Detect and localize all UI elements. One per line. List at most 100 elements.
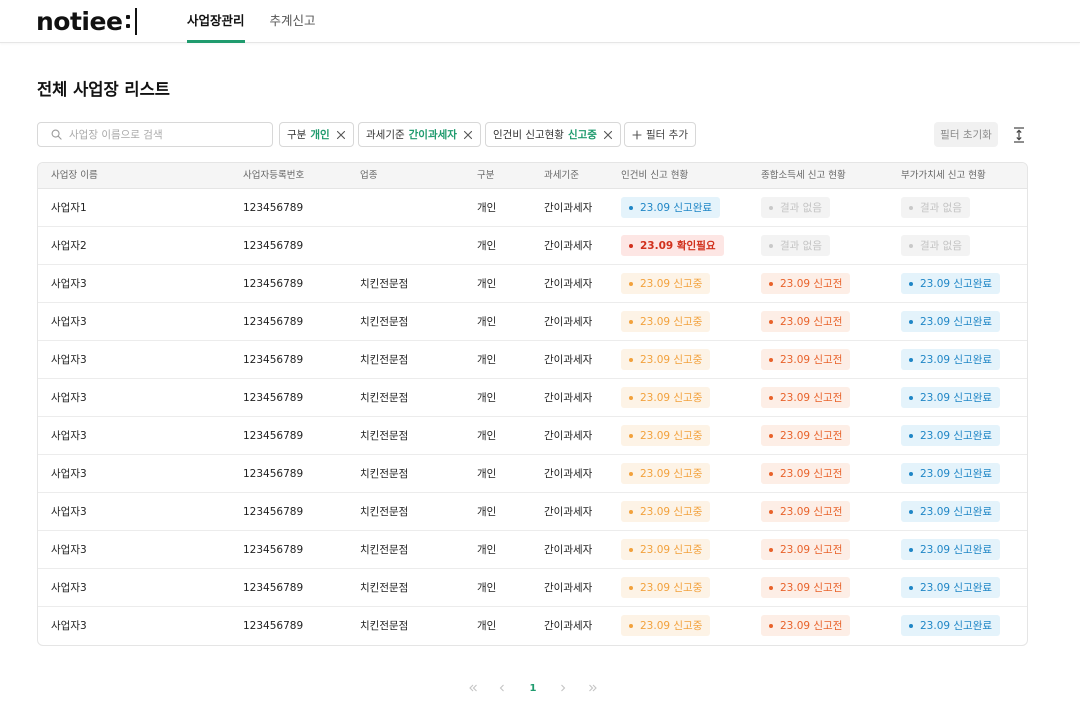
status-text: 23.09 신고완료 — [920, 506, 993, 518]
column-header-income-tax-status[interactable]: 종합소득세 신고 현황 — [761, 170, 846, 181]
status-text: 23.09 신고완료 — [920, 278, 993, 290]
registration-number-cell: 123456789 — [243, 202, 304, 214]
status-dot-icon — [629, 281, 633, 286]
status-dot-icon — [909, 205, 913, 210]
add-filter-button[interactable]: 필터 추가 — [624, 122, 696, 147]
status-text: 23.09 신고완료 — [640, 202, 713, 214]
income-tax-status-badge: 23.09 신고전 — [761, 615, 851, 636]
filter-chip-type[interactable]: 구분 개인 — [279, 122, 354, 147]
labor-status-badge: 23.09 확인필요 — [621, 235, 724, 256]
status-dot-icon — [629, 433, 633, 438]
column-header-type[interactable]: 구분 — [477, 170, 495, 181]
table-row[interactable]: 사업자3 123456789 치킨전문점 개인 간이과세자 23.09 신고중 23.09 … — [38, 493, 1027, 531]
table-row[interactable]: 사업자3 123456789 치킨전문점 개인 간이과세자 23.09 신고중 23.09 … — [38, 607, 1027, 645]
status-text: 23.09 신고완료 — [920, 544, 993, 556]
status-text: 23.09 신고중 — [640, 278, 703, 290]
filter-chip-value: 개인 — [310, 129, 330, 141]
reset-filter-button[interactable]: 필터 초기화 — [934, 122, 998, 147]
status-dot-icon — [909, 357, 913, 362]
status-dot-icon — [629, 585, 633, 590]
business-name-cell: 사업자3 — [51, 354, 87, 366]
close-icon[interactable] — [463, 130, 473, 140]
status-dot-icon — [769, 623, 773, 628]
vat-status-badge: 23.09 신고완료 — [901, 349, 1001, 370]
registration-number-cell: 123456789 — [243, 544, 304, 556]
chevron-left-icon[interactable] — [496, 680, 508, 696]
close-icon[interactable] — [336, 130, 346, 140]
status-text: 23.09 신고완료 — [920, 582, 993, 594]
notiee-logo[interactable]: notiee — [36, 6, 138, 36]
status-dot-icon — [769, 205, 773, 210]
filter-chip-labor-status[interactable]: 인건비 신고현황 신고중 — [485, 122, 621, 147]
status-dot-icon — [629, 509, 633, 514]
status-dot-icon — [629, 623, 633, 628]
table-header: 사업장 이름 사업자등록번호 업종 구분 과세기준 인건비 신고 현황 종합소득… — [38, 163, 1027, 189]
table-row[interactable]: 사업자3 123456789 치킨전문점 개인 간이과세자 23.09 신고중 23.09 … — [38, 455, 1027, 493]
type-cell: 개인 — [477, 430, 497, 442]
table-row[interactable]: 사업자1 123456789 개인 간이과세자 23.09 신고완료 결과 없음 결과 없음 — [38, 189, 1027, 227]
income-tax-status-badge: 23.09 신고전 — [761, 501, 851, 522]
column-header-industry[interactable]: 업종 — [360, 170, 378, 181]
tab-estimated-filing[interactable]: 추계신고 — [269, 13, 316, 28]
status-text: 결과 없음 — [920, 202, 962, 214]
table-row[interactable]: 사업자2 123456789 개인 간이과세자 23.09 확인필요 결과 없음 결과 없음 — [38, 227, 1027, 265]
business-name-cell: 사업자3 — [51, 468, 87, 480]
table-row[interactable]: 사업자3 123456789 치킨전문점 개인 간이과세자 23.09 신고중 23.09 … — [38, 569, 1027, 607]
table-row[interactable]: 사업자3 123456789 치킨전문점 개인 간이과세자 23.09 신고중 23.09 … — [38, 265, 1027, 303]
industry-cell: 치킨전문점 — [360, 316, 409, 328]
tax-basis-cell: 간이과세자 — [544, 202, 593, 214]
type-cell: 개인 — [477, 506, 497, 518]
table-row[interactable]: 사업자3 123456789 치킨전문점 개인 간이과세자 23.09 신고중 23.09 … — [38, 417, 1027, 455]
status-dot-icon — [629, 471, 633, 476]
tax-basis-cell: 간이과세자 — [544, 506, 593, 518]
double-chevron-left-icon[interactable] — [466, 680, 480, 696]
vat-status-badge: 결과 없음 — [901, 235, 970, 256]
status-dot-icon — [909, 547, 913, 552]
status-text: 23.09 신고전 — [780, 544, 843, 556]
close-icon[interactable] — [603, 130, 613, 140]
filter-chip-tax-basis[interactable]: 과세기준 간이과세자 — [358, 122, 481, 147]
industry-cell: 치킨전문점 — [360, 582, 409, 594]
income-tax-status-badge: 23.09 신고전 — [761, 311, 851, 332]
expand-vertical-icon[interactable] — [1009, 122, 1029, 147]
income-tax-status-badge: 23.09 신고전 — [761, 577, 851, 598]
status-dot-icon — [769, 509, 773, 514]
table-row[interactable]: 사업자3 123456789 치킨전문점 개인 간이과세자 23.09 신고중 23.09 … — [38, 379, 1027, 417]
table-row[interactable]: 사업자3 123456789 치킨전문점 개인 간이과세자 23.09 신고중 23.09 … — [38, 341, 1027, 379]
status-dot-icon — [909, 433, 913, 438]
status-text: 23.09 신고중 — [640, 506, 703, 518]
type-cell: 개인 — [477, 316, 497, 328]
search-box[interactable] — [37, 122, 273, 147]
income-tax-status-badge: 23.09 신고전 — [761, 387, 851, 408]
page-number-current[interactable]: 1 — [529, 682, 537, 694]
vat-status-badge: 23.09 신고완료 — [901, 463, 1001, 484]
column-header-tax-basis[interactable]: 과세기준 — [544, 170, 579, 181]
business-name-cell: 사업자3 — [51, 544, 87, 556]
registration-number-cell: 123456789 — [243, 392, 304, 404]
search-input[interactable] — [69, 128, 259, 141]
status-dot-icon — [629, 319, 633, 324]
table-row[interactable]: 사업자3 123456789 치킨전문점 개인 간이과세자 23.09 신고중 23.09 … — [38, 303, 1027, 341]
chevron-right-icon[interactable] — [557, 680, 569, 696]
table-row[interactable]: 사업자3 123456789 치킨전문점 개인 간이과세자 23.09 신고중 23.09 … — [38, 531, 1027, 569]
column-header-vat-status[interactable]: 부가가치세 신고 현황 — [901, 170, 986, 181]
tax-basis-cell: 간이과세자 — [544, 240, 593, 252]
column-header-reg-no[interactable]: 사업자등록번호 — [243, 170, 305, 181]
status-dot-icon — [909, 509, 913, 514]
status-dot-icon — [909, 471, 913, 476]
labor-status-badge: 23.09 신고중 — [621, 539, 711, 560]
tax-basis-cell: 간이과세자 — [544, 620, 593, 632]
pagination: 1 — [0, 680, 1080, 696]
registration-number-cell: 123456789 — [243, 354, 304, 366]
status-dot-icon — [909, 243, 913, 248]
tax-basis-cell: 간이과세자 — [544, 430, 593, 442]
business-name-cell: 사업자3 — [51, 620, 87, 632]
vat-status-badge: 23.09 신고완료 — [901, 577, 1001, 598]
tab-business-management[interactable]: 사업장관리 — [187, 0, 245, 43]
double-chevron-right-icon[interactable] — [586, 680, 600, 696]
status-text: 23.09 신고중 — [640, 316, 703, 328]
column-header-labor-status[interactable]: 인건비 신고 현황 — [621, 170, 689, 181]
industry-cell: 치킨전문점 — [360, 354, 409, 366]
filter-chip-value: 간이과세자 — [408, 129, 457, 141]
column-header-name[interactable]: 사업장 이름 — [51, 170, 98, 181]
